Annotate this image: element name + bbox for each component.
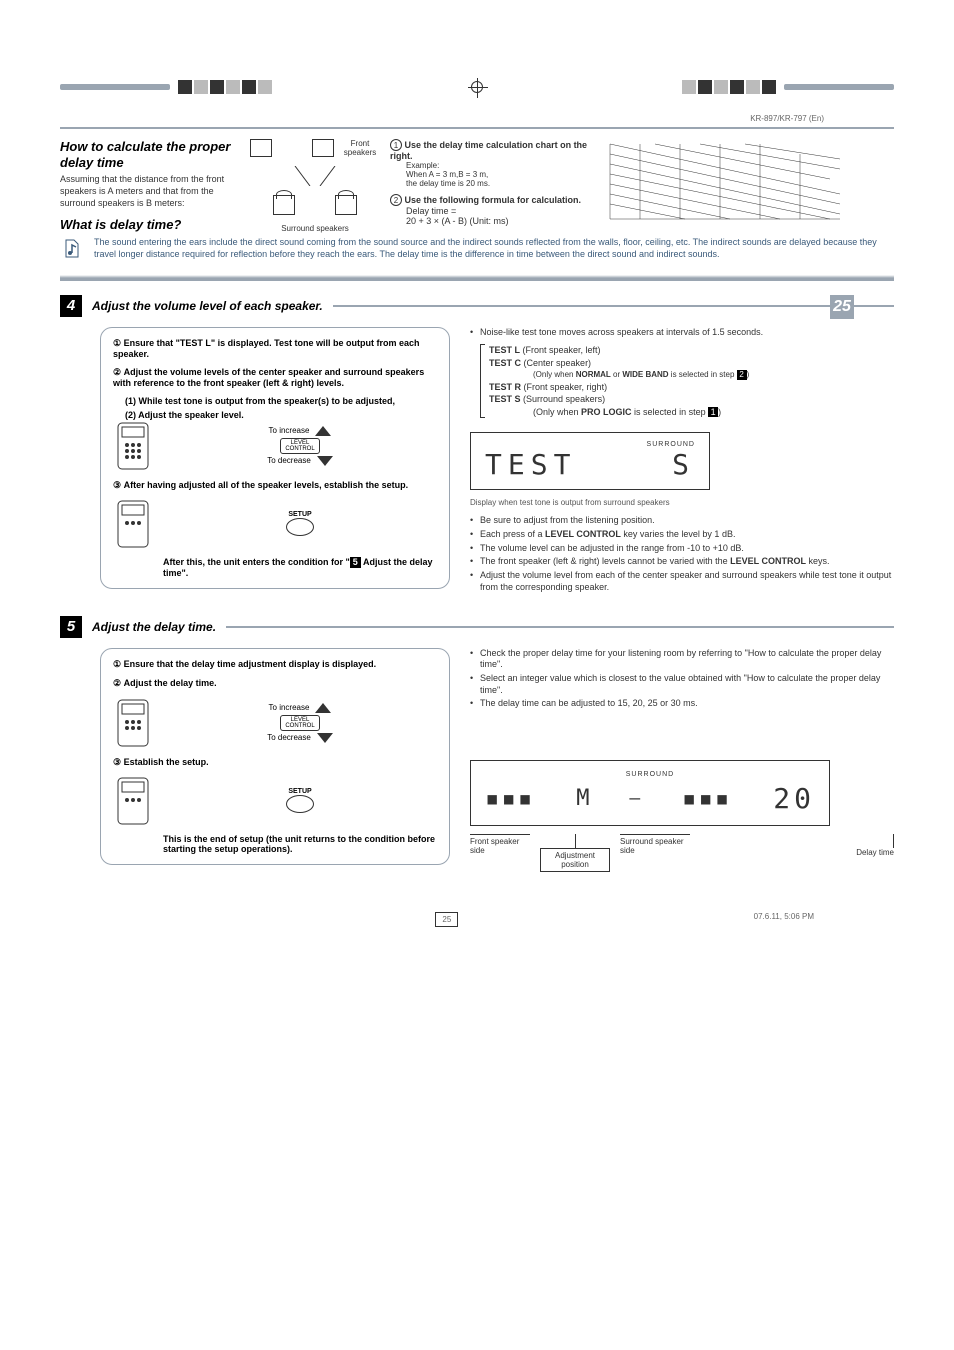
lcd-display-test: SURROUND TEST S [470, 432, 710, 490]
step4-head: 4 Adjust the volume level of each speake… [60, 295, 894, 317]
step4-bullets: Be sure to adjust from the listening pos… [470, 515, 894, 593]
level-control-diagram: To increase LEVEL CONTROL To decrease [267, 426, 333, 466]
accent-top [60, 127, 894, 129]
delay-time-section: How to calculate the proper delay time A… [60, 139, 894, 233]
step4-after: After this, the unit enters the conditio… [163, 557, 437, 578]
setup-button-diagram-2: SETUP [286, 788, 314, 813]
bar-left [60, 84, 170, 90]
calc-step1: 1 Use the delay time calculation chart o… [390, 139, 590, 161]
bar-right [784, 84, 894, 90]
checks-left [178, 80, 272, 94]
lcd-callouts: Front speaker side Adjustment position S… [470, 834, 894, 872]
speaker-lines [285, 166, 345, 186]
remote-icon-3 [113, 698, 153, 748]
down-icon [317, 456, 333, 466]
remote-icon-4 [113, 776, 153, 826]
remote-icon-2 [113, 499, 153, 549]
model-label: KR-897/KR-797 (En) [60, 114, 824, 123]
section-divider-1 [60, 275, 894, 281]
step5-title: Adjust the delay time. [92, 620, 216, 634]
speaker-diagram: Front speakers Surround speakers [250, 139, 380, 233]
step4-i2-2: (2) Adjust the speaker level. [125, 410, 437, 420]
step5-num: 5 [60, 616, 82, 638]
top-crop-row [60, 80, 894, 94]
step4-note-top: Noise-like test tone moves across speake… [470, 327, 894, 339]
lcd-caption: Display when test tone is output from su… [470, 498, 894, 507]
calc-step2-body: Delay time = 20 + 3 × (A - B) (Unit: ms) [406, 206, 590, 226]
setup-button-diagram: SETUP [286, 511, 314, 536]
step4-title: Adjust the volume level of each speaker. [92, 299, 323, 313]
checks-right [682, 80, 776, 94]
step4-i2-1: (1) While test tone is output from the s… [125, 396, 437, 406]
step5-end: This is the end of setup (the unit retur… [163, 834, 437, 854]
step4-num: 4 [60, 295, 82, 317]
calc-step1-ex: Example: When A = 3 m,B = 3 m, the delay… [406, 161, 590, 188]
registration-mark [471, 81, 483, 93]
what-title: What is delay time? [60, 217, 240, 233]
step4-i3: After having adjusted all of the speaker… [124, 480, 409, 490]
level-control-diagram-2: To increase LEVEL CONTROL To decrease [267, 703, 333, 743]
calc-step2: 2 Use the following formula for calculat… [390, 194, 590, 206]
footer-timestamp: 07.6.11, 5:06 PM [754, 912, 814, 927]
step4-panel: ① Ensure that "TEST L" is displayed. Tes… [100, 327, 450, 589]
step5-panel: ① Ensure that the delay time adjustment … [100, 648, 450, 865]
footer-page: 25 [435, 912, 458, 927]
delay-chart [600, 139, 850, 229]
step5-head: 5 Adjust the delay time. [60, 616, 894, 638]
calc-desc: Assuming that the distance from the fron… [60, 174, 240, 209]
step4-i1: Ensure that "TEST L" is displayed. Test … [113, 338, 420, 359]
step5-i1: Ensure that the delay time adjustment di… [124, 659, 377, 669]
step5-i3: Establish the setup. [124, 757, 209, 767]
lcd-display-delay: SURROUND ▪▪▪ M — ▪▪▪ 20 [470, 760, 830, 826]
level-label: LEVEL CONTROL [280, 438, 319, 454]
note-icon [60, 237, 84, 265]
calc-title: How to calculate the proper delay time [60, 139, 240, 170]
step5-i2: Adjust the delay time. [124, 678, 217, 688]
step5-bullets: Check the proper delay time for your lis… [470, 648, 894, 710]
what-body: The sound entering the ears include the … [94, 237, 894, 260]
step4-i2: Adjust the volume levels of the center s… [113, 367, 424, 388]
what-is-delay: The sound entering the ears include the … [60, 237, 894, 265]
page-number: 25 [830, 295, 854, 319]
test-sequence: TEST L (Front speaker, left) TEST C (Cen… [480, 344, 894, 418]
remote-icon [113, 421, 153, 471]
footer: 25 07.6.11, 5:06 PM [60, 912, 894, 927]
up-icon [315, 426, 331, 436]
